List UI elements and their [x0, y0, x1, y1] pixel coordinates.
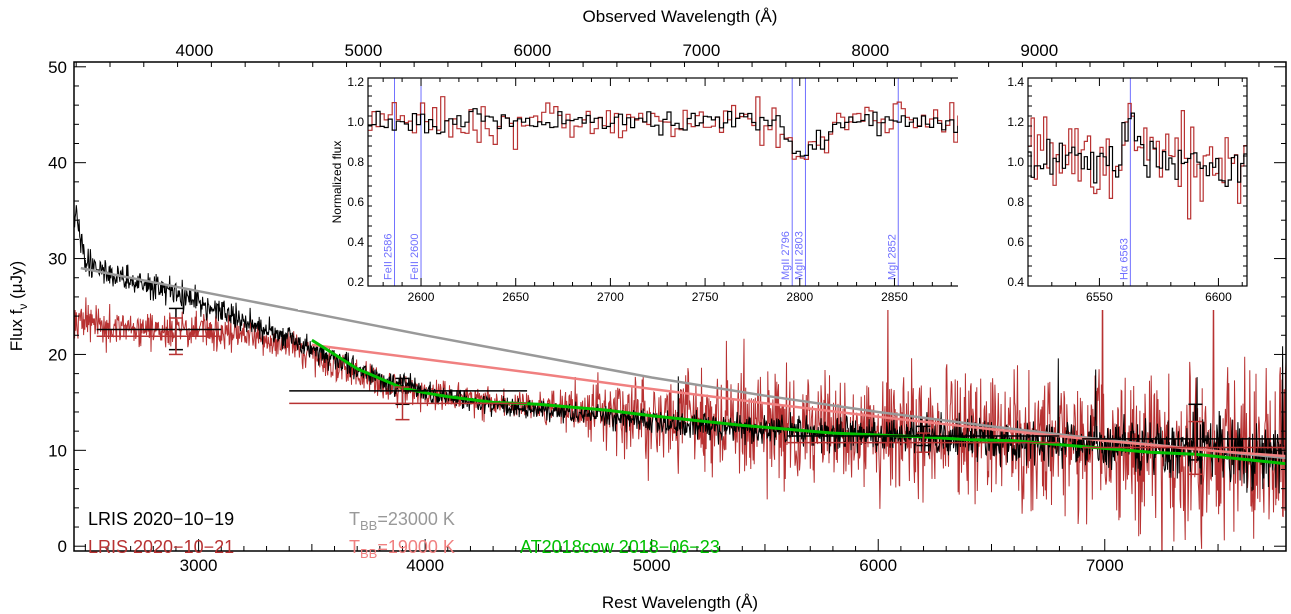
inset-y-tick-label: 0.4 — [347, 235, 364, 249]
x-tick-label: 6000 — [859, 556, 897, 575]
series-lris1019 — [74, 205, 1286, 494]
x-tick-label: 4000 — [406, 556, 444, 575]
y-tick-label: 50 — [48, 58, 67, 77]
x-tick-label: 5000 — [633, 556, 671, 575]
photometry-point — [289, 386, 528, 421]
inset-y-tick-label: 0.2 — [347, 275, 364, 289]
y-tick-label: 20 — [48, 345, 67, 364]
inset-y-tick-label: 0.6 — [347, 195, 364, 209]
photometry-point — [787, 432, 1060, 453]
x2-tick-label: 4000 — [176, 41, 214, 60]
x-tick-label: 7000 — [1086, 556, 1124, 575]
x-axis-title: Rest Wavelength (Å) — [602, 593, 758, 612]
inset-y-tick-label: 1.2 — [1007, 115, 1024, 129]
legend-lris-1021: LRIS 2020−10−21 — [88, 537, 234, 557]
inset-x-tick-label: 2700 — [597, 290, 624, 304]
inset-y-tick-label: 0.6 — [1007, 235, 1024, 249]
legend-lris-1019: LRIS 2020−10−19 — [88, 509, 234, 529]
line-label: MgII 2796 — [780, 231, 792, 280]
inset-y-tick-label: 1.0 — [347, 115, 364, 129]
inset-spectrum — [368, 108, 974, 157]
inset-x-tick-label: 2800 — [786, 290, 813, 304]
inset-x-tick-label: 6600 — [1205, 290, 1232, 304]
inset-x-tick-label: 6550 — [1086, 290, 1113, 304]
series-bb19000 — [311, 343, 1286, 458]
inset-y-tick-label: 0.8 — [347, 155, 364, 169]
inset-y-tick-label: 0.8 — [1007, 195, 1024, 209]
main-plot — [73, 61, 1287, 552]
inset-y-tick-label: 0.4 — [1007, 275, 1024, 289]
inset-y-tick-label: 1.4 — [1007, 75, 1024, 89]
x2-tick-label: 9000 — [1020, 41, 1058, 60]
inset-x-tick-label: 2650 — [502, 290, 529, 304]
main-axis-ticks: 3000 4000 5000 6000 7000 4000 5000 6000 7000 8000… — [48, 41, 1287, 575]
legend-bb-19000: TBB=19000 K — [349, 537, 455, 561]
line-label: MgI 2852 — [886, 234, 898, 280]
photometry-point — [96, 317, 222, 356]
x2-tick-label: 7000 — [682, 41, 720, 60]
top-axis-title: Observed Wavelength (Å) — [583, 7, 778, 26]
main-frame — [73, 61, 1287, 552]
x-tick-label: 3000 — [180, 556, 218, 575]
y-tick-label: 40 — [48, 154, 67, 173]
x2-tick-label: 6000 — [513, 41, 551, 60]
line-label: Hα 6563 — [1118, 238, 1130, 280]
photometry-point — [96, 307, 222, 351]
legend-bb-23000: TBB=23000 K — [349, 509, 455, 533]
inset-spectrum — [1028, 112, 1247, 187]
inset-uv-panel: FeII 2586 FeII 2600 MgII 2796 MgII 2803 MgI … — [298, 74, 984, 310]
y-tick-label: 10 — [48, 441, 67, 460]
line-label: FeII 2586 — [383, 234, 395, 280]
inset-x-tick-label: 2600 — [408, 290, 435, 304]
inset-spectrum — [1028, 102, 1247, 220]
inset-y-tick-label: 1.2 — [347, 75, 364, 89]
y-tick-label: 30 — [48, 250, 67, 269]
inset-y-axis-title: Normalized flux — [330, 141, 344, 224]
legend-at2018cow: AT2018cow 2018−06−23 — [520, 537, 720, 557]
inset-x-tick-label: 2750 — [692, 290, 719, 304]
legend: LRIS 2020−10−19 LRIS 2020−10−21 TBB=2300… — [88, 509, 720, 561]
line-label: FeII 2600 — [409, 234, 421, 280]
y-tick-label: 0 — [58, 537, 67, 556]
inset-halpha-panel: Hα 6563 6550 6600 0.4 0.6 0.8 1.0 1.2 1.4 — [958, 74, 1257, 310]
inset-frame — [1027, 77, 1248, 287]
photometry-point — [1082, 420, 1286, 476]
x2-tick-label: 5000 — [345, 41, 383, 60]
y-axis-title: Flux fν (μJy) — [7, 261, 30, 351]
x2-tick-label: 8000 — [851, 41, 889, 60]
inset-x-tick-label: 2850 — [881, 290, 908, 304]
line-label: MgII 2803 — [793, 231, 805, 280]
inset-y-tick-label: 1.0 — [1007, 155, 1024, 169]
